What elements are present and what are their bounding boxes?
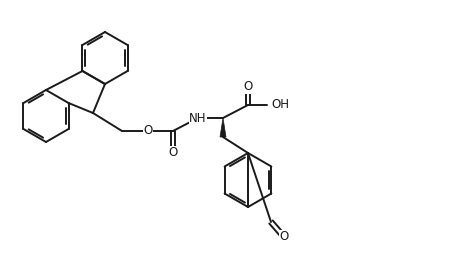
Text: O: O (244, 81, 253, 93)
Text: OH: OH (271, 98, 289, 111)
Text: NH: NH (189, 111, 207, 125)
Text: O: O (143, 125, 152, 138)
Text: O: O (169, 147, 177, 159)
Text: O: O (279, 230, 288, 243)
Polygon shape (220, 118, 226, 137)
